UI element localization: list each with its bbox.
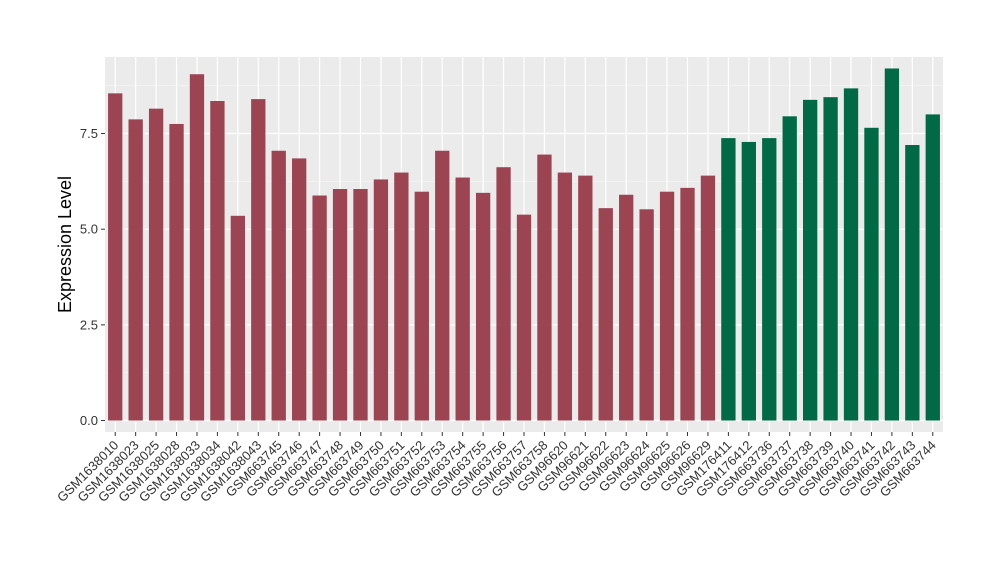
y-axis-title: Expression Level: [55, 176, 75, 313]
bar-gsm663751: [394, 172, 409, 421]
bar-gsm663749: [353, 189, 368, 421]
bar-gsm1638033: [189, 74, 205, 421]
bar-gsm1638023: [128, 119, 143, 421]
y-tick-label: 0.0: [80, 413, 98, 428]
bar-gsm1638043: [251, 99, 266, 421]
bar-gsm663758: [537, 154, 552, 421]
bar-gsm96626: [680, 187, 695, 421]
bar-gsm176411: [721, 138, 736, 421]
x-axis: GSM1638010GSM1638023GSM1638025GSM1638028…: [54, 432, 939, 505]
bar-gsm1638025: [148, 108, 164, 421]
bar-gsm663744: [925, 114, 940, 421]
bar-gsm96624: [639, 209, 654, 421]
bar-gsm663738: [802, 99, 818, 421]
bar-gsm663741: [864, 127, 879, 421]
bar-gsm1638010: [108, 93, 123, 421]
bar-gsm663748: [332, 189, 348, 421]
bars-group: [108, 68, 940, 421]
bar-gsm663742: [884, 68, 900, 421]
bar-gsm663747: [312, 195, 327, 421]
bar-gsm663757: [516, 214, 532, 421]
bar-gsm96625: [659, 191, 675, 421]
bar-gsm96629: [700, 175, 716, 421]
bar-gsm96623: [619, 194, 634, 421]
y-axis: 0.0 2.5 5.0 7.5: [80, 126, 105, 428]
bar-gsm663739: [823, 97, 838, 421]
bar-gsm663756: [496, 167, 511, 421]
bar-gsm663737: [782, 116, 797, 421]
bar-gsm663745: [271, 150, 286, 421]
bar-gsm1638034: [210, 101, 225, 421]
bar-gsm663752: [414, 191, 429, 421]
bar-gsm663753: [435, 150, 450, 421]
bar-gsm96622: [598, 208, 613, 421]
bar-gsm663746: [292, 158, 307, 421]
bar-gsm663736: [762, 138, 777, 421]
bar-gsm663754: [455, 177, 470, 421]
bar-gsm663755: [475, 192, 491, 421]
bar-gsm96620: [557, 172, 573, 421]
y-tick-label: 5.0: [80, 222, 98, 237]
bar-gsm663743: [905, 145, 920, 421]
bar-gsm663750: [373, 179, 389, 421]
bar-gsm1638042: [230, 215, 246, 421]
bar-gsm663740: [843, 88, 859, 421]
bar-gsm1638028: [169, 123, 184, 421]
y-tick-label: 7.5: [80, 126, 98, 141]
y-tick-label: 2.5: [80, 317, 98, 332]
bar-gsm176412: [741, 141, 756, 421]
bar-gsm96621: [578, 175, 593, 421]
